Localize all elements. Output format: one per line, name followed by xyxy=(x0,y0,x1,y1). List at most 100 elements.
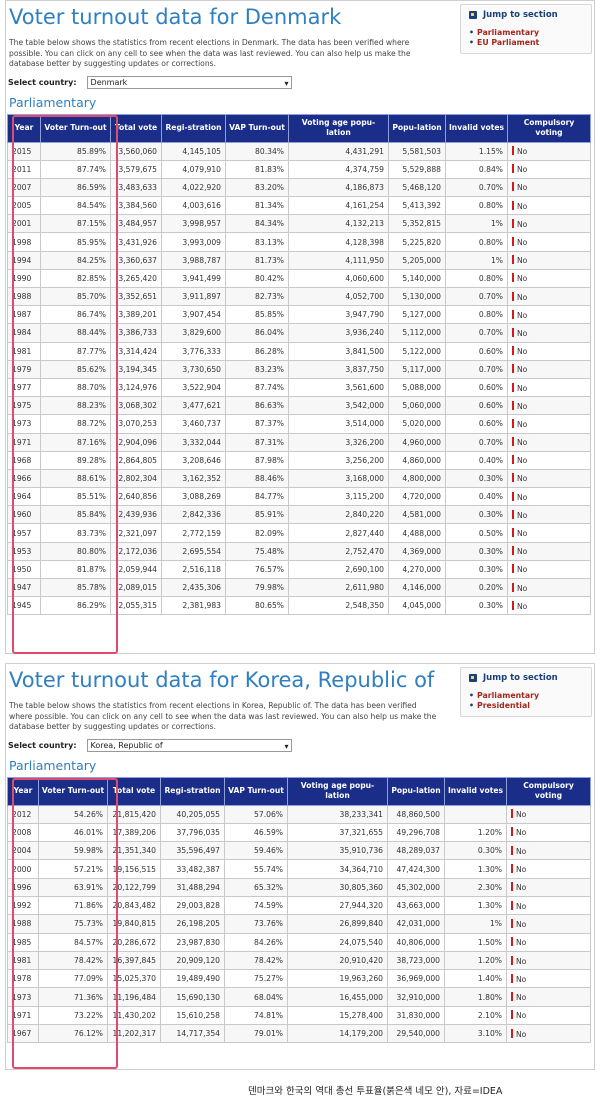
data-cell[interactable]: 3,194,345 xyxy=(110,359,162,379)
data-cell[interactable]: 86.29% xyxy=(40,596,111,616)
data-cell[interactable]: 35,596,497 xyxy=(160,841,225,861)
data-cell[interactable]: 20,122,799 xyxy=(107,877,161,897)
data-cell[interactable]: 48,289,037 xyxy=(387,841,445,861)
data-cell[interactable]: 3,941,499 xyxy=(161,268,226,289)
data-cell[interactable]: 2,321,097 xyxy=(110,523,162,543)
data-cell[interactable]: 2,904,096 xyxy=(110,432,162,452)
compulsory-voting-cell[interactable]: No xyxy=(507,359,591,379)
compulsory-voting-cell[interactable]: No xyxy=(507,541,591,561)
data-cell[interactable]: 20,909,120 xyxy=(160,950,225,971)
data-cell[interactable]: 86.04% xyxy=(225,323,289,343)
data-cell[interactable]: 11,202,317 xyxy=(107,1024,161,1044)
data-cell[interactable]: 14,179,200 xyxy=(287,1024,388,1044)
data-cell[interactable]: 2,840,220 xyxy=(288,505,389,525)
data-cell[interactable]: 55.74% xyxy=(224,859,288,879)
compulsory-voting-cell[interactable]: No xyxy=(507,232,591,252)
data-cell[interactable]: 84.25% xyxy=(40,250,111,270)
year-cell[interactable]: 1966 xyxy=(7,468,41,489)
data-cell[interactable]: 0.60% xyxy=(445,341,508,361)
data-cell[interactable]: 5,117,000 xyxy=(388,359,446,379)
data-cell[interactable]: 4,720,000 xyxy=(388,487,446,507)
data-cell[interactable]: 59.46% xyxy=(224,841,288,861)
data-cell[interactable]: 85.51% xyxy=(40,487,111,507)
data-cell[interactable]: 0.70% xyxy=(445,286,508,307)
data-cell[interactable]: 87.16% xyxy=(40,432,111,452)
data-cell[interactable]: 81.83% xyxy=(225,159,289,179)
data-cell[interactable]: 85.91% xyxy=(225,505,289,525)
data-cell[interactable]: 5,413,392 xyxy=(388,196,446,216)
data-cell[interactable]: 82.73% xyxy=(225,286,289,307)
data-cell[interactable]: 5,088,000 xyxy=(388,377,446,398)
data-cell[interactable]: 0.70% xyxy=(445,323,508,343)
data-cell[interactable]: 24,075,540 xyxy=(287,932,388,952)
jump-link-eu-parliament[interactable]: EU Parliament xyxy=(469,38,583,48)
data-cell[interactable]: 2,640,856 xyxy=(110,487,162,507)
year-cell[interactable]: 1947 xyxy=(7,577,41,598)
data-cell[interactable]: 0.30% xyxy=(445,468,508,489)
data-cell[interactable]: 3,256,200 xyxy=(288,450,389,470)
data-cell[interactable]: 0.70% xyxy=(445,432,508,452)
data-cell[interactable]: 4,161,254 xyxy=(288,196,389,216)
data-cell[interactable]: 3,542,000 xyxy=(288,396,389,416)
data-cell[interactable]: 3,988,787 xyxy=(161,250,226,270)
year-cell[interactable]: 1996 xyxy=(7,877,39,897)
year-cell[interactable]: 1988 xyxy=(7,286,41,307)
data-cell[interactable]: 82.09% xyxy=(225,523,289,543)
compulsory-voting-cell[interactable]: No xyxy=(506,987,591,1007)
data-cell[interactable]: 5,529,888 xyxy=(388,159,446,179)
compulsory-voting-cell[interactable]: No xyxy=(507,414,591,434)
data-cell[interactable]: 2,864,805 xyxy=(110,450,162,470)
data-cell[interactable]: 3,360,637 xyxy=(110,250,162,270)
data-cell[interactable]: 4,146,000 xyxy=(388,577,446,598)
data-cell[interactable]: 2,435,306 xyxy=(161,577,226,598)
jump-link-parliamentary[interactable]: Parliamentary xyxy=(469,691,583,701)
data-cell[interactable]: 3,514,000 xyxy=(288,414,389,434)
data-cell[interactable]: 2,089,015 xyxy=(110,577,162,598)
data-cell[interactable]: 5,127,000 xyxy=(388,305,446,325)
data-cell[interactable]: 3,829,600 xyxy=(161,323,226,343)
data-cell[interactable]: 15,610,258 xyxy=(160,1005,225,1026)
data-cell[interactable]: 0.80% xyxy=(445,305,508,325)
data-cell[interactable]: 3,460,737 xyxy=(161,414,226,434)
data-cell[interactable]: 33,482,387 xyxy=(160,859,225,879)
data-cell[interactable]: 0.80% xyxy=(445,268,508,289)
compulsory-voting-cell[interactable]: No xyxy=(506,1024,591,1044)
data-cell[interactable]: 87.74% xyxy=(225,377,289,398)
data-cell[interactable]: 75.48% xyxy=(225,541,289,561)
data-cell[interactable]: 80.80% xyxy=(40,541,111,561)
data-cell[interactable]: 0.70% xyxy=(445,359,508,379)
data-cell[interactable]: 23,987,830 xyxy=(160,932,225,952)
data-cell[interactable]: 85.62% xyxy=(40,359,111,379)
data-cell[interactable]: 0.60% xyxy=(445,414,508,434)
data-cell[interactable]: 0.30% xyxy=(445,505,508,525)
data-cell[interactable]: 2,690,100 xyxy=(288,559,389,580)
data-cell[interactable]: 37,796,035 xyxy=(160,822,225,843)
data-cell[interactable]: 2.30% xyxy=(444,877,507,897)
data-cell[interactable]: 75.27% xyxy=(224,969,288,989)
data-cell[interactable]: 4,860,000 xyxy=(388,450,446,470)
data-cell[interactable]: 1.40% xyxy=(444,969,507,989)
compulsory-voting-cell[interactable]: No xyxy=(506,950,591,971)
compulsory-voting-cell[interactable]: No xyxy=(507,377,591,398)
data-cell[interactable]: 3,841,500 xyxy=(288,341,389,361)
data-cell[interactable]: 3,907,454 xyxy=(161,305,226,325)
data-cell[interactable]: 88.23% xyxy=(40,396,111,416)
data-cell[interactable]: 29,003,828 xyxy=(160,895,225,916)
compulsory-voting-cell[interactable]: No xyxy=(506,877,591,897)
data-cell[interactable]: 3,477,621 xyxy=(161,396,226,416)
data-cell[interactable]: 20,910,420 xyxy=(287,950,388,971)
data-cell[interactable]: 4,111,950 xyxy=(288,250,389,270)
data-cell[interactable]: 5,130,000 xyxy=(388,286,446,307)
compulsory-voting-cell[interactable]: No xyxy=(506,895,591,916)
data-cell[interactable]: 5,020,000 xyxy=(388,414,446,434)
data-cell[interactable]: 87.37% xyxy=(225,414,289,434)
data-cell[interactable]: 0.84% xyxy=(445,159,508,179)
data-cell[interactable]: 26,198,205 xyxy=(160,914,225,934)
data-cell[interactable]: 2,802,304 xyxy=(110,468,162,489)
data-cell[interactable]: 74.81% xyxy=(224,1005,288,1026)
data-cell[interactable]: 40,806,000 xyxy=(387,932,445,952)
data-cell[interactable]: 4,132,213 xyxy=(288,214,389,234)
data-cell[interactable]: 1% xyxy=(445,214,508,234)
data-cell[interactable]: 1.30% xyxy=(444,859,507,879)
data-cell[interactable]: 5,581,503 xyxy=(388,141,446,161)
